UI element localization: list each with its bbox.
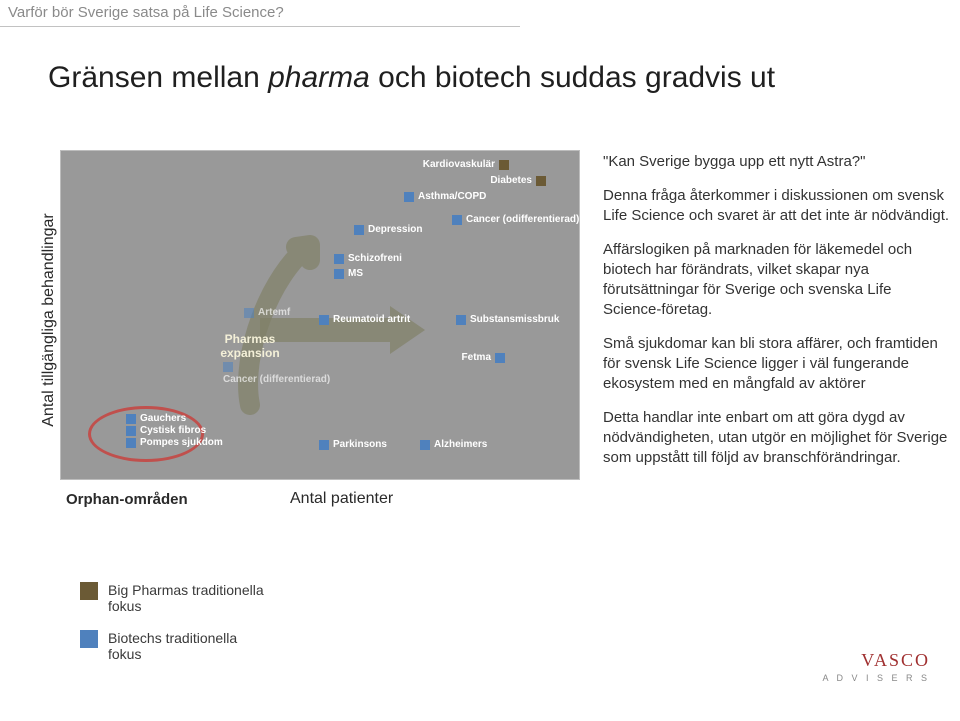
legend-item: Big Pharmas traditionella fokus: [80, 582, 268, 614]
data-point: [126, 438, 136, 448]
data-point-label: Asthma/COPD: [418, 191, 486, 202]
data-point-label: Fetma: [462, 352, 491, 363]
data-point-label: Kardiovaskulär: [423, 159, 495, 170]
legend: Big Pharmas traditionella fokus Biotechs…: [80, 582, 268, 678]
data-point: [495, 353, 505, 363]
data-point-label: Pompes sjukdom: [140, 437, 223, 448]
data-point: [334, 269, 344, 279]
side-text-p: Affärslogiken på marknaden för läkemedel…: [603, 240, 950, 320]
x-axis-right-label: Antal patienter: [290, 490, 393, 508]
logo-sub: A D V I S E R S: [822, 673, 930, 683]
data-point: [126, 414, 136, 424]
data-point: [223, 362, 233, 372]
data-point-label: Substansmissbruk: [470, 314, 559, 325]
data-point: [244, 308, 254, 318]
side-text-block: "Kan Sverige bygga upp ett nytt Astra?" …: [603, 152, 950, 482]
data-point: [319, 440, 329, 450]
side-text-p: Små sjukdomar kan bli stora affärer, och…: [603, 334, 950, 394]
vasco-logo: vasco A D V I S E R S: [822, 643, 930, 683]
side-text-p: Detta handlar inte enbart om att göra dy…: [603, 408, 950, 468]
x-axis-left-label: Orphan-områden: [66, 491, 188, 508]
title-pre: Gränsen mellan: [48, 61, 268, 94]
legend-label: Biotechs traditionella fokus: [108, 630, 268, 662]
data-point: [319, 315, 329, 325]
slide-title: Gränsen mellan pharma och biotech suddas…: [48, 60, 775, 96]
side-text-p: "Kan Sverige bygga upp ett nytt Astra?": [603, 152, 950, 172]
legend-swatch: [80, 630, 98, 648]
y-axis-label: Antal tillgängliga behandlingar: [40, 213, 58, 427]
data-point: [456, 315, 466, 325]
data-point-label: Depression: [368, 224, 422, 235]
data-point-label: MS: [348, 268, 363, 279]
data-point-label: Gauchers: [140, 413, 186, 424]
data-point: [354, 225, 364, 235]
data-point-label: Schizofreni: [348, 253, 402, 264]
data-point: [404, 192, 414, 202]
legend-swatch: [80, 582, 98, 600]
data-point-label: Cancer (differentierad): [223, 374, 330, 385]
data-point-label: Parkinsons: [333, 439, 387, 450]
data-point: [536, 176, 546, 186]
scatter-chart: Pharmasexpansion Orphan-områden Antal pa…: [60, 150, 580, 480]
header-underline: [0, 26, 520, 27]
data-point-label: Diabetes: [490, 175, 532, 186]
data-point: [499, 160, 509, 170]
title-italic: pharma: [268, 61, 370, 94]
data-point-label: Alzheimers: [434, 439, 487, 450]
title-post: och biotech suddas gradvis ut: [370, 61, 775, 94]
side-text-p: Denna fråga återkommer i diskussionen om…: [603, 186, 950, 226]
legend-item: Biotechs traditionella fokus: [80, 630, 268, 662]
data-point-label: Cystisk fibros: [140, 425, 206, 436]
data-point-label: Reumatoid artrit: [333, 314, 410, 325]
legend-label: Big Pharmas traditionella fokus: [108, 582, 268, 614]
logo-name: vasco: [822, 643, 930, 673]
expansion-label: Pharmasexpansion: [210, 332, 290, 360]
data-point: [334, 254, 344, 264]
page-header: Varför bör Sverige satsa på Life Science…: [8, 4, 284, 21]
data-point: [452, 215, 462, 225]
data-point-label: Artemf: [258, 307, 290, 318]
data-point: [420, 440, 430, 450]
data-point: [126, 426, 136, 436]
data-point-label: Cancer (odifferentierad): [466, 214, 579, 225]
